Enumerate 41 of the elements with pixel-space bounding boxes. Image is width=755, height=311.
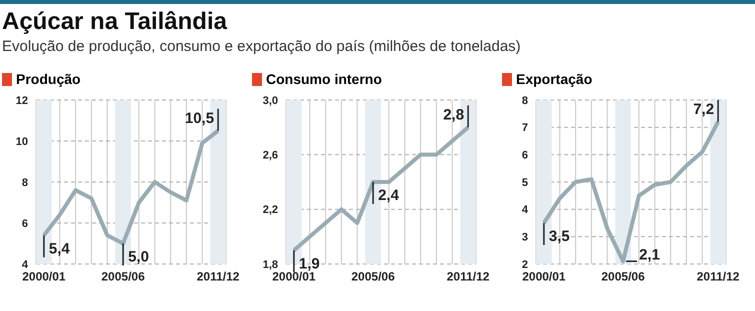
line-series (542, 120, 720, 264)
x-tick-label: 2000/01 (22, 270, 66, 284)
y-tick-label: 1,8 (262, 258, 278, 271)
annotation: 7,2 (693, 100, 714, 118)
y-tick-label: 6 (522, 150, 528, 162)
annotation: 5,0 (128, 248, 149, 266)
y-tick-label: 5 (522, 176, 528, 189)
y-tick-label: 4 (522, 204, 529, 216)
x-tick-label: 2011/12 (446, 270, 490, 284)
y-tick-label: 12 (16, 94, 28, 107)
text: Evolução de produção, consumo e exportação do país (milhões de toneladas) (2, 38, 521, 55)
y-tick-label: 4 (22, 258, 29, 271)
text: Açúcar na Tailândia (2, 8, 227, 36)
y-tick-label: 2 (522, 258, 528, 271)
y-tick-label: 8 (22, 176, 28, 189)
y-tick-label: 3,0 (262, 94, 278, 107)
chart-title: Exportação (515, 70, 594, 89)
annotation: 5,4 (48, 240, 70, 258)
y-tick-label: 2,2 (262, 204, 278, 216)
x-tick-label: 2000/01 (272, 270, 316, 284)
y-tick-label: 3 (522, 232, 528, 244)
annotation: 2,4 (378, 187, 400, 204)
annotation: 10,5 (184, 110, 214, 127)
annotation: 2,1 (639, 246, 660, 264)
y-tick-label: 2,6 (262, 150, 278, 162)
y-tick-label: 10 (16, 136, 28, 148)
line-series (292, 125, 470, 252)
x-tick-label: 2005/06 (101, 270, 146, 284)
annotation: 3,5 (548, 228, 570, 245)
y-tick-label: 6 (22, 218, 28, 230)
x-tick-label: 2000/01 (522, 270, 566, 284)
y-tick-label: 8 (522, 94, 528, 107)
chart-title: Consumo interno (265, 70, 383, 89)
annotation: 1,9 (298, 255, 320, 272)
x-tick-label: 2005/06 (351, 270, 396, 284)
y-tick-label: 7 (522, 122, 528, 134)
x-tick-label: 2005/06 (601, 270, 646, 284)
chart-title: Produção (15, 70, 82, 89)
x-tick-label: 2011/12 (696, 270, 740, 284)
x-tick-label: 2011/12 (196, 270, 240, 284)
annotation: 2,8 (443, 106, 464, 124)
